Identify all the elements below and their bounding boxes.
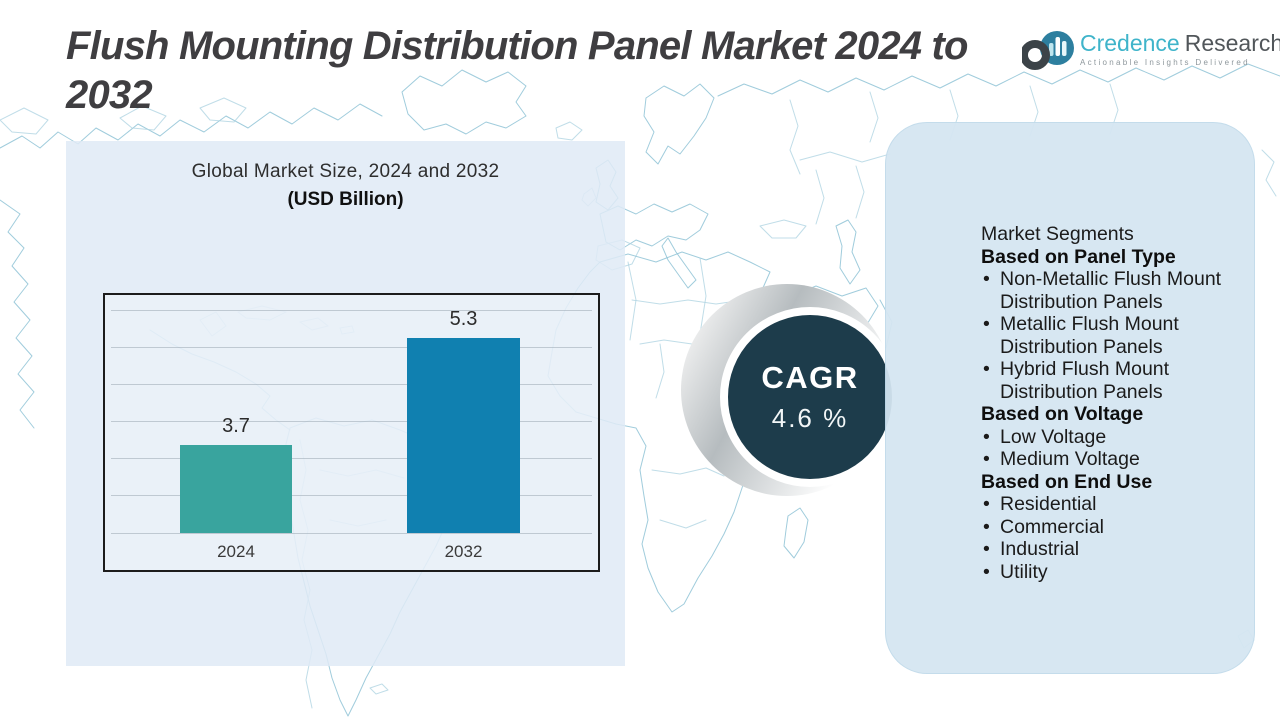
segment-item: • Residential (981, 493, 1247, 516)
chart-gridline (111, 533, 592, 534)
segment-item: • Commercial (981, 516, 1247, 539)
page-title: Flush Mounting Distribution Panel Market… (66, 22, 1076, 120)
bar-category-label: 2032 (444, 542, 483, 561)
segment-item: • Utility (981, 561, 1247, 584)
segment-item-label: Low Voltage (1000, 425, 1107, 448)
bar-chart: 3.7 2024 5.3 2032 (103, 293, 600, 572)
chart-gridline (111, 310, 592, 311)
segment-item-label: Commercial (1000, 515, 1105, 538)
segment-item: • Non-Metallic Flush Mount Distribution P… (981, 268, 1247, 313)
market-segments-card: Market Segments Based on Panel Type • Non-… (885, 122, 1255, 674)
bar-value-label: 3.7 (222, 415, 250, 437)
bullet-icon: • (983, 268, 990, 290)
bar-2024 (180, 445, 292, 533)
brand-name: Credence Research (1080, 30, 1280, 56)
bullet-icon: • (983, 538, 990, 560)
brand-logo-text: Credence Research Actionable Insights Del… (1080, 24, 1280, 67)
page-title-line1: Flush Mounting Distribution Panel Market… (66, 24, 968, 68)
chart-gridline (111, 458, 592, 459)
segment-item-label: Residential (1000, 493, 1097, 515)
segment-group-title: Based on End Use (981, 470, 1153, 493)
cagr-badge: CAGR 4.6 % (720, 307, 900, 487)
bullet-icon: • (983, 515, 990, 538)
cagr-label: CAGR (761, 360, 859, 395)
segment-item-label: Non-Metallic Flush Mount Distribution Pa… (1000, 268, 1222, 313)
chart-title: Global Market Size, 2024 and 2032 (191, 161, 500, 182)
segment-item-label: Medium Voltage (1000, 448, 1140, 470)
page-title-line2: 2032 (66, 73, 153, 117)
market-size-card: Global Market Size, 2024 and 2032 (USD B… (66, 141, 625, 666)
chart-gridline (111, 495, 592, 496)
bullet-icon: • (983, 313, 990, 335)
bullet-icon: • (983, 493, 990, 515)
segment-item: • Hybrid Flush Mount Distribution Panels (981, 358, 1247, 403)
chart-subtitle: (USD Billion) (287, 189, 404, 210)
brand-name-secondary: Research (1184, 30, 1280, 56)
segment-item-label: Hybrid Flush Mount Distribution Panels (1000, 358, 1170, 403)
chart-gridline (111, 421, 592, 422)
market-segments-list: Market Segments Based on Panel Type • Non-… (981, 223, 1247, 583)
segment-item: • Metallic Flush Mount Distribution Panel… (981, 313, 1247, 358)
bar-category-label: 2024 (217, 542, 255, 561)
bar-value-label: 5.3 (449, 308, 478, 330)
bullet-icon: • (983, 448, 990, 470)
segment-item-label: Industrial (1000, 538, 1080, 560)
brand-tagline: Actionable Insights Delivered (1080, 58, 1250, 67)
segment-item-label: Metallic Flush Mount Distribution Panels (1000, 313, 1179, 358)
segment-item: • Industrial (981, 538, 1247, 561)
bullet-icon: • (983, 425, 990, 448)
bullet-icon: • (983, 358, 990, 380)
segment-group-title: Based on Voltage (981, 403, 1144, 425)
cagr-value: 4.6 % (771, 403, 849, 433)
brand-name-primary: Credence (1080, 30, 1180, 56)
bar-2032 (407, 338, 520, 533)
bullet-icon: • (983, 560, 990, 583)
segment-item-label: Utility (1000, 560, 1048, 583)
chart-gridline (111, 347, 592, 348)
brand-logo-icon (1022, 31, 1074, 70)
segment-group-title: Based on Panel Type (981, 245, 1176, 268)
chart-gridline (111, 384, 592, 385)
segment-item: • Low Voltage (981, 426, 1247, 449)
segment-item: • Medium Voltage (981, 448, 1247, 471)
brand-logo: Credence Research Actionable Insights Del… (1022, 24, 1280, 76)
segments-heading: Market Segments (981, 223, 1134, 245)
